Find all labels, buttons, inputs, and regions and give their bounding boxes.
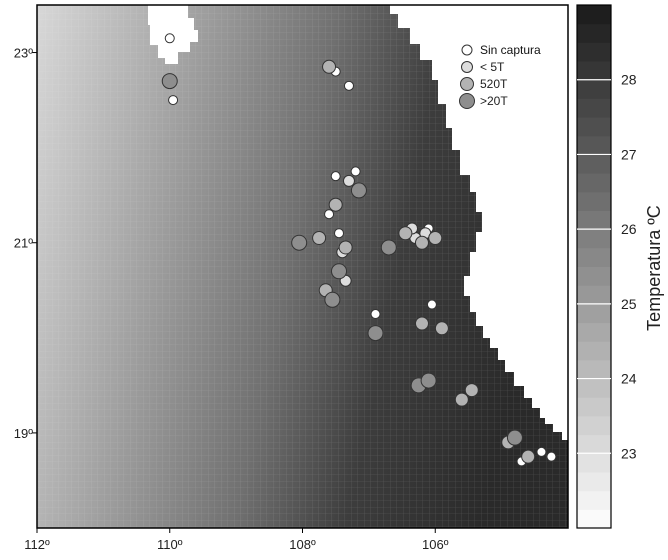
colorbar-frame <box>576 4 612 529</box>
catch-point-sin-captura <box>334 228 345 239</box>
lat-tick-label: 19º <box>14 426 33 441</box>
colorbar-tick-label: 27 <box>621 146 637 162</box>
catch-point-520t <box>454 392 469 407</box>
colorbar-band <box>577 135 611 155</box>
colorbar-tick-label: 24 <box>621 371 637 387</box>
catch-point-sin-captura <box>330 171 341 182</box>
colorbar-band <box>577 117 611 137</box>
colorbar-ticks: 28 27 26 25 24 23 <box>577 72 637 461</box>
colorbar-band <box>577 42 611 62</box>
catch-point-520t <box>322 59 337 74</box>
colorbar-band <box>577 266 611 286</box>
catch-point-520t <box>328 197 343 212</box>
catch-point-lt5 <box>342 174 355 187</box>
lat-tick-label: 23º <box>14 46 33 61</box>
colorbar-band <box>577 303 611 324</box>
colorbar-band <box>577 79 611 99</box>
colorbar: 28 27 26 25 24 23 Temperatura ºC <box>576 4 664 529</box>
latitude-axis: 23º 21º 19º <box>14 46 37 441</box>
colorbar-band <box>577 434 611 454</box>
lon-tick-label: 112º <box>24 537 50 552</box>
legend-marker-lt5 <box>461 61 473 73</box>
lon-tick-label: 108º <box>289 537 316 552</box>
catch-point-sin-captura <box>324 209 335 220</box>
catch-point-sin-captura <box>426 299 437 310</box>
catch-point-gt20 <box>291 234 308 251</box>
catch-point-sin-captura <box>343 80 354 91</box>
colorbar-tick-label: 25 <box>621 296 637 312</box>
colorbar-band <box>577 341 611 361</box>
colorbar-band <box>577 154 611 174</box>
catch-point-520t <box>464 383 479 398</box>
colorbar-title: Temperatura ºC <box>644 205 664 331</box>
colorbar-band <box>577 229 611 249</box>
catch-point-sin-captura <box>168 95 179 106</box>
legend-label-520t: 520T <box>480 77 508 91</box>
catch-point-gt20 <box>324 291 341 308</box>
map-panel <box>36 4 569 529</box>
colorbar-band <box>577 173 611 193</box>
catch-point-520t <box>434 321 449 336</box>
colorbar-band <box>577 210 611 230</box>
legend-label-gt20: >20T <box>480 94 508 108</box>
legend-marker-sin-captura <box>461 44 473 56</box>
catch-point-gt20 <box>380 239 397 256</box>
colorbar-band <box>577 490 611 510</box>
colorbar-band <box>577 98 611 118</box>
catch-point-520t <box>398 226 413 241</box>
colorbar-band <box>577 191 611 211</box>
longitude-axis: 112º 110º 108º 106º <box>24 528 449 552</box>
lon-tick-label: 110º <box>157 537 183 552</box>
colorbar-band <box>577 247 611 267</box>
catch-point-sin-captura <box>536 446 547 457</box>
legend-marker-gt20 <box>459 93 475 109</box>
lon-tick-label: 106º <box>422 537 449 552</box>
catch-point-gt20 <box>420 372 437 389</box>
colorbar-tick-label: 23 <box>621 445 637 461</box>
catch-point-520t <box>312 230 327 245</box>
colorbar-band <box>577 23 611 43</box>
legend: Sin captura < 5T 520T >20T <box>459 43 541 109</box>
catch-point-sin-captura <box>370 309 381 320</box>
colorbar-band <box>577 378 611 398</box>
catch-point-520t <box>414 316 429 331</box>
colorbar-band <box>577 322 611 342</box>
land-mainland-mexico <box>390 5 568 440</box>
catch-point-gt20 <box>161 73 178 90</box>
legend-label-sin-captura: Sin captura <box>480 43 541 57</box>
colorbar-tick-label: 26 <box>621 221 637 237</box>
catch-point-sin-captura <box>350 166 361 177</box>
catch-point-520t <box>338 240 353 255</box>
legend-label-lt5: < 5T <box>480 60 505 74</box>
catch-point-gt20 <box>506 429 523 446</box>
colorbar-band <box>577 415 611 436</box>
catch-point-sin-captura <box>164 33 175 44</box>
catch-point-gt20 <box>350 182 367 199</box>
catch-points <box>161 33 557 467</box>
catch-point-sin-captura <box>546 451 557 462</box>
catch-point-520t <box>414 235 429 250</box>
catch-point-520t <box>521 449 536 464</box>
catch-point-gt20 <box>331 263 348 280</box>
colorbar-band <box>577 359 611 380</box>
colorbar-band <box>577 61 611 81</box>
catch-point-gt20 <box>367 325 384 342</box>
colorbar-bands <box>577 5 611 529</box>
colorbar-band <box>577 285 611 305</box>
colorbar-band <box>577 397 611 417</box>
legend-marker-520t <box>460 77 474 91</box>
catch-point-520t <box>428 230 443 245</box>
lat-tick-label: 21º <box>14 236 33 251</box>
colorbar-tick-label: 28 <box>621 72 637 88</box>
colorbar-band <box>577 453 611 473</box>
colorbar-band <box>577 471 611 492</box>
colorbar-band <box>577 509 611 529</box>
colorbar-band <box>577 5 611 25</box>
